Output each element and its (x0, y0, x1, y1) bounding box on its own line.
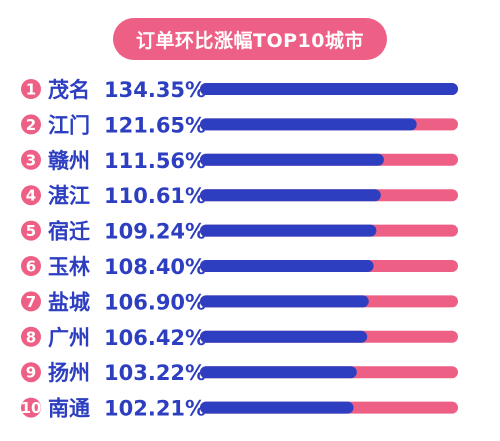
rank-number: 3 (26, 151, 36, 169)
value-label: 108.40% (104, 255, 206, 279)
value-label: 106.42% (104, 326, 206, 350)
city-label: 扬州 (48, 361, 90, 385)
city-label: 江门 (48, 113, 90, 137)
rank-badge (21, 114, 41, 135)
bar-fill (200, 153, 384, 166)
city-label: 玉林 (48, 255, 90, 279)
rank-badge (21, 397, 41, 418)
rank-number: 4 (26, 187, 36, 205)
city-label: 茂名 (48, 78, 90, 102)
value-label: 109.24% (104, 220, 206, 244)
rank-number: 1 (26, 81, 36, 99)
chart-title: 订单环比涨幅TOP10城市 (113, 18, 387, 60)
rank-number: 7 (26, 293, 36, 311)
rank-badge (21, 79, 41, 99)
city-label: 广州 (48, 326, 90, 350)
rank-badge (21, 149, 41, 170)
value-label: 111.56% (104, 149, 206, 173)
rank-badge (21, 326, 41, 347)
rank-badge (21, 291, 41, 312)
rank-number: 5 (26, 222, 36, 240)
rank-number: 10 (21, 399, 42, 417)
bar-fill (200, 330, 368, 343)
city-label: 宿迁 (48, 220, 90, 244)
rank-badge (21, 362, 41, 383)
rank-number: 2 (26, 116, 36, 134)
bar-fill (200, 224, 377, 237)
value-label: 106.90% (104, 290, 206, 314)
value-label: 102.21% (104, 397, 206, 421)
bar-fill (200, 83, 458, 95)
rank-badge (21, 220, 41, 241)
bar-fill (200, 118, 417, 131)
value-label: 103.22% (104, 361, 206, 385)
city-label: 赣州 (48, 149, 90, 173)
bar-fill (200, 189, 381, 202)
bar-fill (200, 260, 374, 272)
rank-badge (21, 256, 41, 276)
rank-number: 6 (26, 258, 36, 276)
city-label: 盐城 (48, 290, 90, 314)
rank-badge (21, 185, 41, 206)
bar-fill (200, 366, 357, 379)
rank-number: 9 (26, 364, 36, 382)
city-label: 南通 (48, 397, 90, 421)
value-label: 121.65% (104, 113, 206, 137)
rank-number: 8 (26, 328, 36, 346)
value-label: 134.35% (104, 78, 206, 102)
bar-fill (200, 295, 369, 308)
bar-fill (200, 401, 354, 414)
city-label: 湛江 (48, 184, 90, 208)
value-label: 110.61% (104, 184, 206, 208)
